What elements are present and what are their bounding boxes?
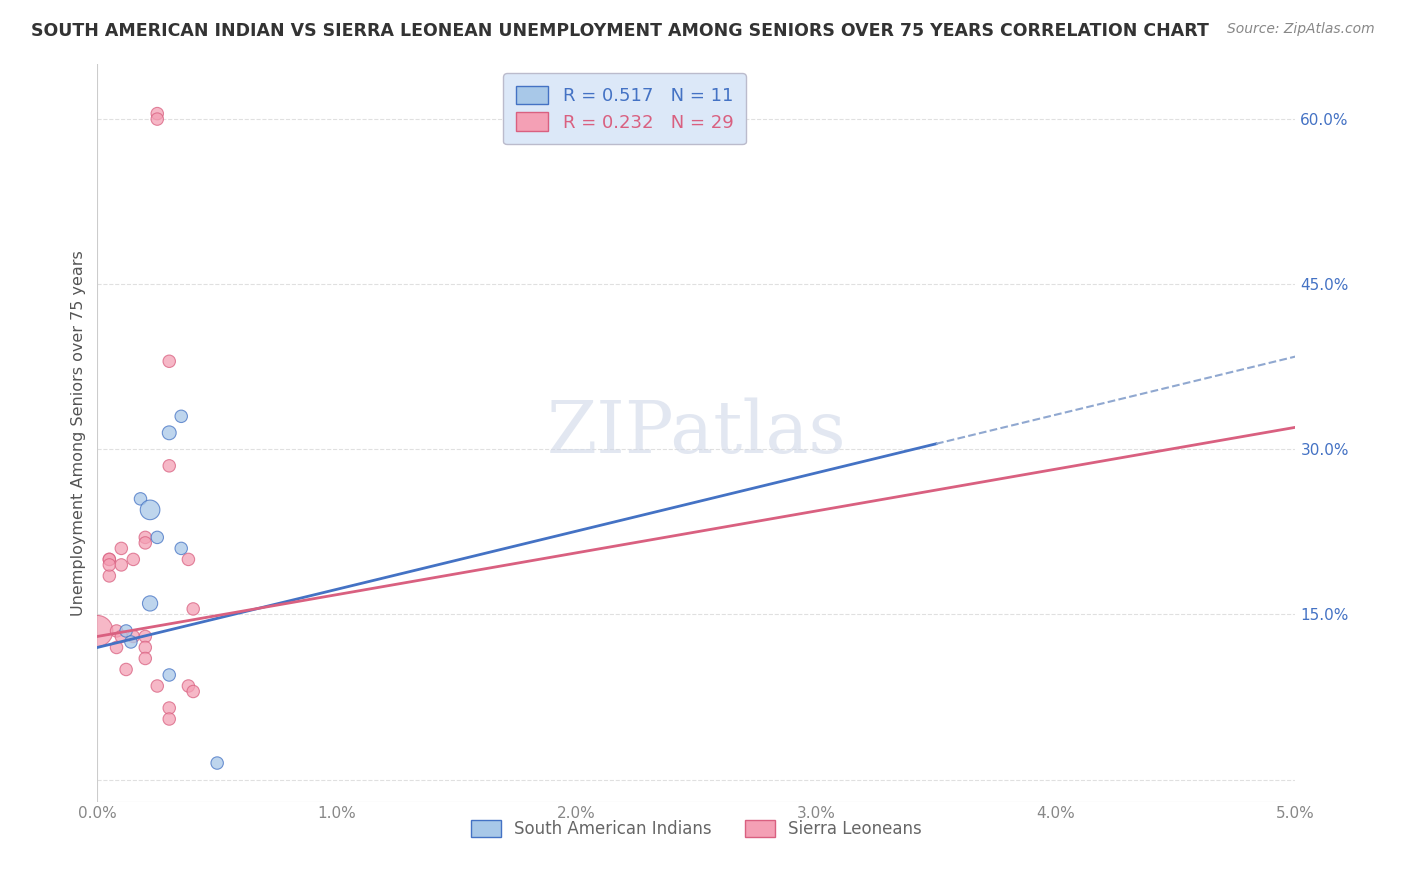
Point: [129, 491, 152, 506]
Point: [134, 640, 156, 655]
Point: [134, 530, 156, 544]
Point: [139, 596, 162, 610]
Point: [115, 663, 138, 677]
Point: [170, 409, 193, 424]
Point: [98, 558, 121, 572]
Point: [110, 541, 132, 556]
Text: ZIPatlas: ZIPatlas: [547, 398, 846, 468]
Point: [177, 552, 200, 566]
Point: [181, 602, 204, 616]
Text: SOUTH AMERICAN INDIAN VS SIERRA LEONEAN UNEMPLOYMENT AMONG SENIORS OVER 75 YEARS: SOUTH AMERICAN INDIAN VS SIERRA LEONEAN …: [31, 22, 1209, 40]
Point: [146, 112, 169, 127]
Point: [157, 701, 180, 715]
Point: [146, 106, 169, 120]
Point: [98, 552, 121, 566]
Point: [120, 635, 142, 649]
Point: [157, 712, 180, 726]
Point: [157, 425, 180, 440]
Point: [157, 668, 180, 682]
Point: [181, 684, 204, 698]
Point: [105, 624, 128, 638]
Legend: South American Indians, Sierra Leoneans: South American Indians, Sierra Leoneans: [464, 814, 929, 845]
Point: [170, 541, 193, 556]
Point: [105, 640, 128, 655]
Y-axis label: Unemployment Among Seniors over 75 years: Unemployment Among Seniors over 75 years: [72, 250, 86, 615]
Point: [122, 552, 145, 566]
Point: [157, 458, 180, 473]
Point: [134, 651, 156, 665]
Point: [86, 624, 108, 638]
Point: [122, 630, 145, 644]
Point: [177, 679, 200, 693]
Point: [157, 354, 180, 368]
Point: [110, 630, 132, 644]
Point: [98, 552, 121, 566]
Point: [205, 756, 228, 770]
Point: [134, 630, 156, 644]
Point: [115, 624, 138, 638]
Point: [146, 530, 169, 544]
Point: [98, 569, 121, 583]
Text: Source: ZipAtlas.com: Source: ZipAtlas.com: [1227, 22, 1375, 37]
Point: [146, 679, 169, 693]
Point: [139, 503, 162, 517]
Point: [134, 536, 156, 550]
Point: [110, 558, 132, 572]
